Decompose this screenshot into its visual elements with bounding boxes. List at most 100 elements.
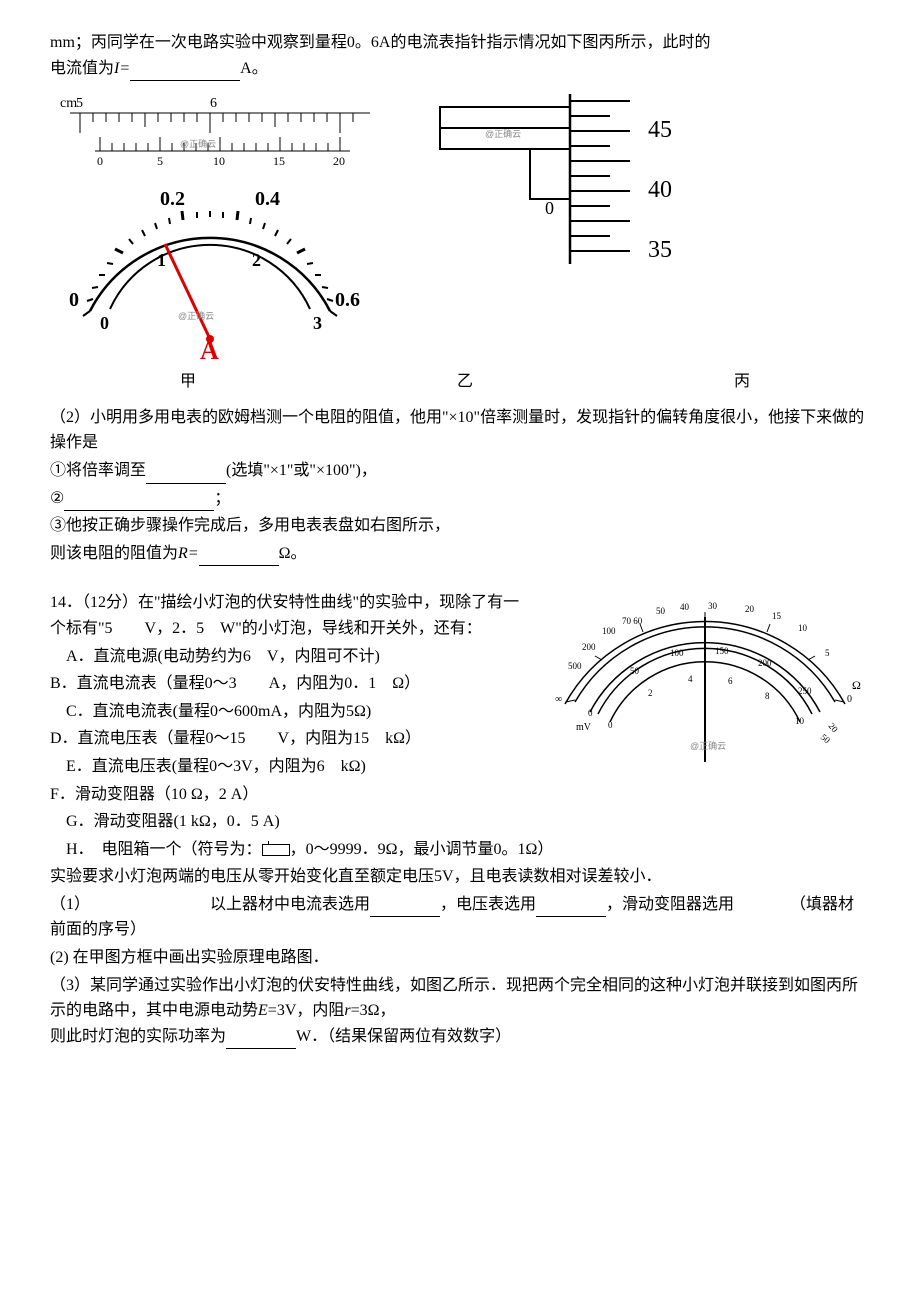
ruler-5: 5: [76, 96, 83, 111]
ohmmeter-figure: ∞ 500 200 100 70 60 50 40 30 20 15 10 5 …: [540, 594, 870, 774]
svg-text:0.4: 0.4: [255, 191, 280, 210]
svg-text:0: 0: [608, 720, 613, 730]
svg-text:2: 2: [252, 250, 261, 270]
figures-row: cm 5 6: [50, 89, 870, 361]
caption-yi: 乙: [457, 369, 473, 395]
ammeter-needle: [165, 244, 210, 339]
vernier-0: 0: [97, 154, 103, 168]
svg-text:50: 50: [819, 732, 833, 746]
micrometer-40: 40: [648, 177, 672, 203]
q14-item-f: F．滑动变阻器（10 Ω，2 A）: [50, 782, 870, 808]
ruler-unit: cm: [60, 96, 77, 111]
q2-blank-3: [199, 547, 279, 566]
q2-var-R: R=: [178, 545, 199, 562]
svg-text:∞: ∞: [555, 694, 562, 705]
vernier-15: 15: [273, 154, 285, 168]
intro-var-I: I=: [114, 60, 130, 77]
q2-blank-2: [64, 492, 214, 511]
svg-text:500: 500: [568, 661, 582, 671]
svg-text:10: 10: [795, 716, 805, 726]
svg-text:100: 100: [602, 626, 616, 636]
intro-text-1: mm；丙同学在一次电路实验中观察到量程0。6A的电流表指针指示情况如下图丙所示，…: [50, 34, 710, 51]
q2-step2-b: ；: [214, 490, 230, 507]
svg-text:30: 30: [708, 601, 718, 611]
svg-text:5: 5: [825, 648, 830, 658]
q14-sub3: （3）某同学通过实验作出小灯泡的伏安特性曲线，如图乙所示．现把两个完全相同的这种…: [50, 973, 870, 1050]
svg-text:0: 0: [847, 694, 852, 705]
ammeter-unit: A: [200, 336, 219, 361]
svg-text:4: 4: [688, 674, 693, 684]
q14-sub1: （1） 以上器材中电流表选用，电压表选用，滑动变阻器选用 （填器材前面的序号）: [50, 892, 870, 943]
q2-step3b-text: 则该电阻的阻值为: [50, 545, 178, 562]
q14-blank-ammeter: [370, 898, 440, 917]
svg-text:2: 2: [648, 688, 653, 698]
q14-item-h: H． 电阻箱一个（符号为：，0～9999．9Ω，最小调节量0。1Ω）: [50, 837, 870, 863]
ohmmeter-watermark: @正确云: [690, 740, 726, 751]
svg-text:10: 10: [798, 623, 808, 633]
micrometer-watermark: @正确云: [485, 128, 521, 139]
vernier-5: 5: [157, 154, 163, 168]
caption-jia: 甲: [180, 369, 196, 395]
vernier-ruler-figure: cm 5 6: [50, 89, 370, 179]
vernier-10: 10: [213, 154, 225, 168]
q14-req: 实验要求小灯泡两端的电压从零开始变化直至额定电压5V，且电表读数相对误差较小．: [50, 864, 870, 890]
ruler-6: 6: [210, 96, 217, 111]
svg-text:100: 100: [670, 648, 684, 658]
q2-blank-1: [146, 464, 226, 483]
svg-text:8: 8: [765, 691, 770, 701]
q2-step1-b: (选填"×1"或"×100")，: [226, 462, 377, 479]
ammeter-figure: 0 0.2 0.4 0.6 0 1 2 3 A @正确云: [55, 191, 365, 361]
micrometer-45: 45: [648, 117, 672, 143]
svg-text:6: 6: [728, 676, 733, 686]
intro-text-3: A。: [240, 60, 268, 77]
svg-text:150: 150: [715, 646, 729, 656]
q14-sub2: (2) 在甲图方框中画出实验原理电路图．: [50, 945, 870, 971]
vernier-20: 20: [333, 154, 345, 168]
q14-sub3-g: W．（结果保留两位有效数字）: [296, 1028, 511, 1045]
q2-intro: （2）小明用多用电表的欧姆档测一个电阻的阻值，他用"×10"倍率测量时，发现指针…: [50, 405, 870, 456]
svg-text:0.2: 0.2: [160, 191, 185, 210]
figure-captions: 甲 乙 丙: [50, 369, 870, 395]
q14-h-b: ，0～9999．9Ω，最小调节量0。1Ω）: [290, 841, 554, 858]
svg-text:20: 20: [745, 604, 755, 614]
svg-text:250: 250: [798, 686, 812, 696]
svg-text:1: 1: [157, 250, 166, 270]
ruler-watermark: @正确云: [180, 138, 216, 149]
q2-step3b: 则该电阻的阻值为R= Ω。: [50, 541, 870, 567]
q14-sub3-a: （3）某同学通过实验作出小灯泡的伏安特性曲线，如图乙所示．现把两个完全相同的这种…: [50, 977, 858, 1020]
intro-text-2: 电流值为: [50, 60, 114, 77]
q14-sub3-c: =3V，内阻: [268, 1002, 345, 1019]
svg-text:50: 50: [656, 606, 666, 616]
svg-text:0.6: 0.6: [335, 289, 360, 311]
svg-text:0: 0: [100, 313, 109, 333]
ohmmeter-figure-wrap: ∞ 500 200 100 70 60 50 40 30 20 15 10 5 …: [540, 594, 870, 783]
ohmmeter-mv-unit: mV: [576, 722, 592, 733]
q14-blank-voltmeter: [536, 898, 606, 917]
svg-text:20: 20: [826, 721, 840, 735]
svg-text:15: 15: [772, 611, 782, 621]
intro-blank: [130, 62, 240, 81]
ohmmeter-unit: Ω: [852, 678, 861, 692]
intro-line: mm；丙同学在一次电路实验中观察到量程0。6A的电流表指针指示情况如下图丙所示，…: [50, 30, 870, 81]
q14-sub1-a: （1） 以上器材中电流表选用: [50, 896, 370, 913]
svg-text:200: 200: [758, 658, 772, 668]
q14-item-g: G．滑动变阻器(1 kΩ，0．5 A): [50, 809, 870, 835]
micrometer-35: 35: [648, 237, 672, 263]
q14-sub1-b: ，电压表选用: [440, 896, 536, 913]
svg-text:0: 0: [588, 708, 593, 718]
ammeter-ticks: [83, 211, 337, 316]
q2-step2: ②；: [50, 486, 870, 512]
micrometer-figure: 0 45 40 35 @正确云: [430, 89, 710, 269]
q2-step1: ①将倍率调至 (选填"×1"或"×100")，: [50, 458, 870, 484]
svg-text:200: 200: [582, 642, 596, 652]
svg-text:3: 3: [313, 313, 322, 333]
q2-step3a: ③他按正确步骤操作完成后，多用电表表盘如右图所示，: [50, 513, 870, 539]
q2-step2-a: ②: [50, 490, 64, 507]
q2-step1-a: ①将倍率调至: [50, 462, 146, 479]
q14-sub3-e: =3Ω，: [351, 1002, 396, 1019]
q14-section: ∞ 500 200 100 70 60 50 40 30 20 15 10 5 …: [50, 590, 870, 1049]
svg-text:70 60: 70 60: [622, 616, 643, 626]
micrometer-zero: 0: [545, 198, 554, 218]
q14-blank-power: [226, 1030, 296, 1049]
q2-step3c: Ω。: [279, 545, 307, 562]
